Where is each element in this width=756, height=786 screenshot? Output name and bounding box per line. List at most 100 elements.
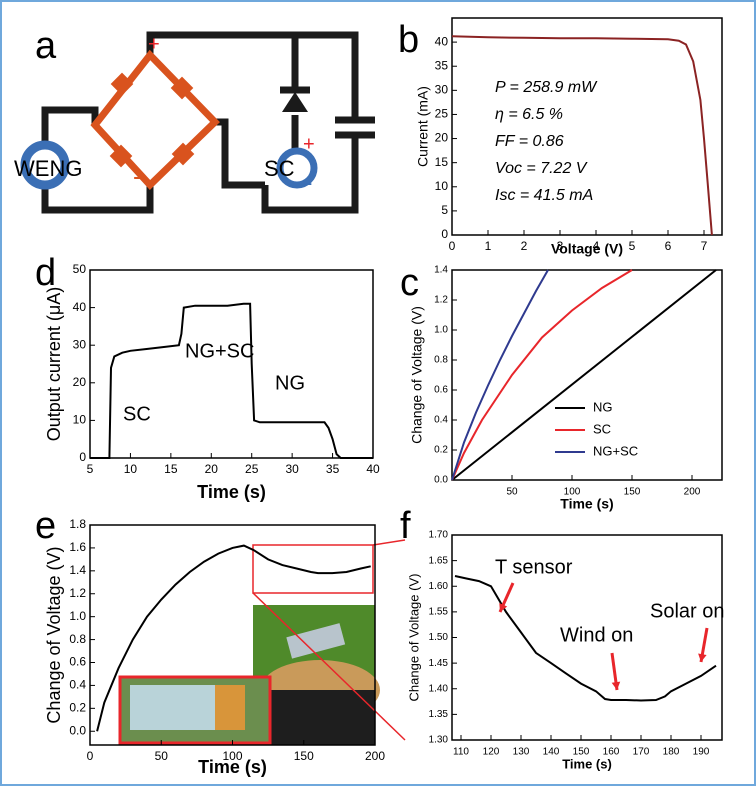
x-tick-label: 200 (684, 487, 701, 498)
annotation: P = 258.9 mW (495, 79, 598, 96)
x-tick-label: 170 (633, 747, 650, 758)
y-tick-label: 0 (79, 450, 86, 464)
legend-label: SC (593, 421, 611, 436)
y-tick-label: 1.35 (429, 709, 449, 720)
y-tick-label: 0.4 (434, 415, 448, 426)
x-tick-label: 140 (543, 747, 560, 758)
y-tick-label: 0.2 (434, 445, 448, 456)
y-tick-label: 1.0 (434, 325, 448, 336)
series-line (96, 544, 371, 732)
x-tick-label: 10 (124, 462, 138, 476)
y-axis-label: Change of Voltage (V) (44, 546, 64, 723)
panel-label: d (35, 252, 56, 294)
x-tick-label: 30 (285, 462, 299, 476)
panel-label: c (400, 262, 419, 304)
weng-label: WENG (14, 156, 82, 181)
x-axis-label: Time (s) (197, 482, 266, 502)
y-tick-label: 1.0 (69, 609, 86, 623)
x-tick-label: 0 (87, 749, 94, 763)
x-tick-label: 190 (693, 747, 710, 758)
arrow-head (611, 681, 621, 690)
y-tick-label: 1.40 (429, 683, 449, 694)
x-tick-label: 0 (449, 239, 456, 253)
y-tick-label: 0.6 (434, 385, 448, 396)
panel-label: e (35, 505, 56, 547)
sc-label: SC (264, 156, 295, 181)
y-axis-label: Change of Voltage (V) (406, 574, 421, 702)
y-tick-label: 0.8 (69, 632, 86, 646)
panel-label: b (398, 19, 419, 61)
x-tick-label: 15 (164, 462, 178, 476)
series-line (451, 269, 633, 481)
plot-frame (451, 17, 723, 236)
annotation: FF = 0.86 (495, 133, 564, 150)
panel-label: f (400, 505, 411, 547)
x-tick-label: 200 (365, 749, 385, 763)
x-tick-label: 35 (326, 462, 340, 476)
x-tick-label: 150 (573, 747, 590, 758)
minus: - (133, 161, 142, 191)
x-tick-label: 6 (665, 239, 672, 253)
y-tick-label: 1.30 (429, 735, 449, 746)
annotation: Wind on (560, 624, 633, 646)
sc-ring (276, 147, 318, 189)
y-tick-label: 5 (441, 203, 448, 217)
legend-label: NG (593, 399, 613, 414)
y-tick-label: 1.65 (429, 555, 449, 566)
plot-frame (451, 269, 723, 481)
y-tick-label: 0.0 (69, 723, 86, 737)
y-axis-label: Change of Voltage (V) (409, 306, 425, 444)
annotation: η = 6.5 % (495, 106, 563, 123)
x-tick-label: 50 (155, 749, 169, 763)
y-tick-label: 0 (441, 227, 448, 241)
annotation: SC (123, 403, 151, 425)
y-tick-label: 0.6 (69, 655, 86, 669)
y-tick-label: 40 (73, 300, 87, 314)
y-tick-label: 0.0 (434, 475, 448, 486)
panel-label: a (35, 25, 57, 67)
plot-frame (89, 269, 374, 459)
y-tick-label: 1.2 (69, 586, 86, 600)
plus: + (148, 33, 160, 55)
y-axis-label: Current (mA) (415, 86, 431, 167)
y-tick-label: 15 (435, 155, 449, 169)
y-axis-label: Output current (μA) (44, 287, 64, 441)
bridge (90, 49, 220, 191)
x-tick-label: 100 (222, 749, 242, 763)
x-axis-label: Time (s) (562, 756, 612, 771)
y-tick-label: 40 (435, 34, 449, 48)
y-tick-label: 1.4 (434, 265, 448, 276)
annotation: Solar on (650, 600, 725, 622)
x-tick-label: 4 (593, 239, 600, 253)
zoom-box (252, 544, 374, 594)
y-tick-label: 50 (73, 262, 87, 276)
weng-ring (20, 140, 70, 190)
y-tick-label: 35 (435, 58, 449, 72)
x-tick-label: 150 (294, 749, 314, 763)
x-tick-label: 20 (205, 462, 219, 476)
diode (282, 92, 308, 112)
x-tick-label: 3 (557, 239, 564, 253)
x-tick-label: 50 (506, 487, 518, 498)
series-line (451, 269, 549, 481)
y-tick-label: 0.4 (69, 678, 86, 692)
y-tick-label: 30 (73, 337, 87, 351)
x-tick-label: 5 (87, 462, 94, 476)
plus: + (303, 133, 315, 155)
y-tick-label: 20 (435, 131, 449, 145)
y-tick-label: 1.55 (429, 607, 449, 618)
x-tick-label: 150 (624, 487, 641, 498)
annotation: T sensor (495, 556, 573, 578)
annotation: NG+SC (185, 340, 254, 362)
annotation: Voc = 7.22 V (495, 160, 588, 177)
x-tick-label: 40 (366, 462, 380, 476)
annotation: NG (275, 372, 305, 394)
y-tick-label: 1.60 (429, 581, 449, 592)
y-tick-label: 30 (435, 83, 449, 97)
y-tick-label: 1.70 (429, 530, 449, 541)
series-line (451, 269, 717, 481)
y-tick-label: 0.8 (434, 355, 448, 366)
y-tick-label: 1.2 (434, 295, 448, 306)
series-line (451, 35, 713, 236)
x-tick-label: 120 (483, 747, 500, 758)
